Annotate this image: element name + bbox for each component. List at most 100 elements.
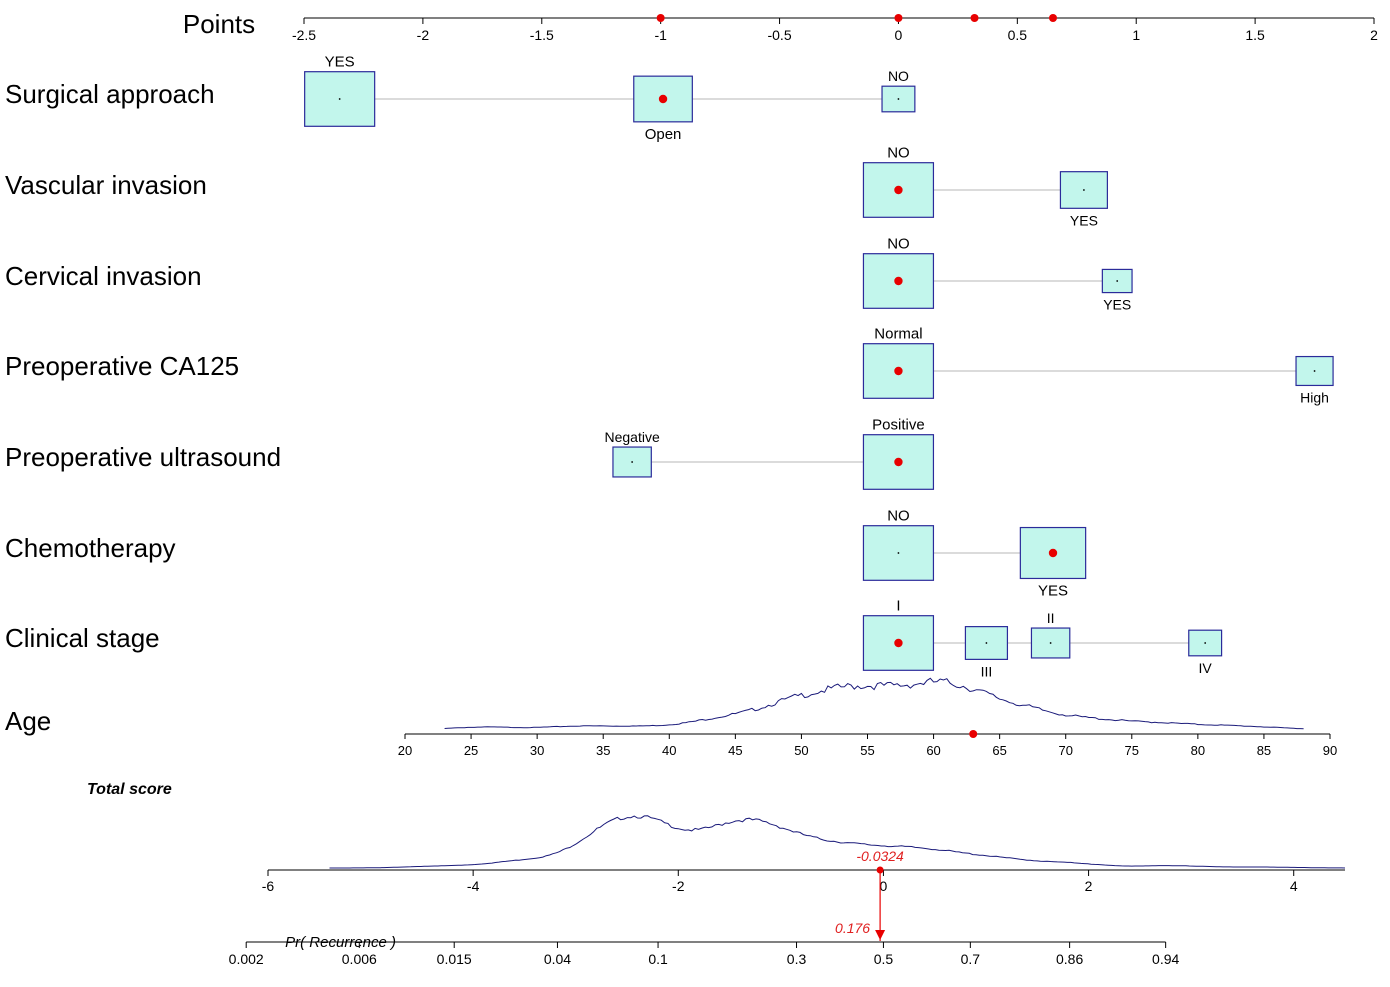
level-selected-marker [894,366,903,376]
probability-selected-label: 0.176 [835,920,870,936]
prediction-arrow-head [875,930,886,940]
probability-tick-label: 0.04 [544,951,571,967]
age-tick-label: 20 [398,743,412,758]
probability-tick-label: 0.1 [648,951,668,967]
points-tick-label: 1.5 [1245,27,1265,43]
probability-tick-label: 0.7 [961,951,981,967]
probability-tick-label: 0.006 [342,951,377,967]
points-tick-label: 1 [1132,27,1140,43]
variable-row-preoperative-ultrasound: Preoperative ultrasound Negative Positive [5,417,935,490]
age-tick-label: 55 [860,743,874,758]
age-tick-label: 80 [1191,743,1205,758]
total-score-tick-label: 0 [880,878,888,894]
age-label: Age [5,706,51,736]
level-selected-marker [894,185,903,195]
age-tick-label: 35 [596,743,610,758]
age-tick-label: 85 [1257,743,1271,758]
level-label: NO [887,145,910,162]
points-axis: Points -2.5 -2 -1.5 -1 -0.5 0 0.5 1 1.5 2 [183,9,1378,43]
variable-name: Vascular invasion [5,170,207,200]
age-row: Age 20 25 30 35 40 45 50 55 60 65 70 75 80 85 90 [5,677,1337,758]
level-center-dot [1313,370,1316,372]
level-center-dot [338,98,341,100]
total-score-tick-label: -4 [467,878,480,894]
variable-name: Cervical invasion [5,261,202,291]
level-label: I [896,598,900,615]
points-tick-label: -0.5 [767,27,791,43]
level-label: YES [325,54,355,71]
level-label: High [1300,389,1329,405]
points-axis-label: Points [183,9,255,39]
level-selected-marker [1048,548,1058,558]
level-label: NO [888,68,909,84]
probability-tick-label: 0.5 [874,951,894,967]
points-selected-marker [656,14,665,22]
level-label: NO [887,236,910,253]
variable-row-surgical-approach: Surgical approach YES Open NO [5,54,916,143]
variable-row-chemotherapy: Chemotherapy NO YES [5,508,1087,599]
level-label: Open [645,126,682,143]
total-score-selected-label: -0.0324 [856,848,904,864]
variable-name: Surgical approach [5,79,215,109]
total-score-tick-label: -2 [672,878,685,894]
level-center-dot [1204,642,1207,644]
age-density-curve [444,677,1304,730]
total-score-row: Total score -6 -4 -2 0 2 4 -0.0324 [87,781,1346,894]
level-label: NO [887,508,910,525]
age-tick-label: 65 [992,743,1006,758]
variable-name: Clinical stage [5,623,160,653]
level-center-dot [1049,642,1052,644]
age-tick-label: 70 [1058,743,1072,758]
level-label: III [981,663,993,679]
points-tick-label: -2.5 [292,27,316,43]
variable-row-preoperative-ca125: Preoperative CA125 Normal High [5,326,1334,405]
age-tick-label: 60 [926,743,940,758]
level-label: IV [1199,660,1213,676]
probability-tick-label: 0.94 [1152,951,1179,967]
age-tick-label: 75 [1125,743,1139,758]
age-tick-label: 40 [662,743,676,758]
variable-name: Preoperative CA125 [5,351,239,381]
level-center-dot [897,552,900,554]
age-selected-marker [969,730,978,738]
points-tick-label: -1 [654,27,667,43]
age-tick-label: 30 [530,743,544,758]
total-score-tick-label: 4 [1290,878,1298,894]
level-label: II [1047,610,1055,626]
points-selected-marker [1049,14,1057,22]
variable-name: Chemotherapy [5,533,176,563]
total-score-tick-label: 2 [1085,878,1093,894]
level-center-dot [1116,280,1119,282]
level-center-dot [631,461,634,463]
age-tick-label: 50 [794,743,808,758]
points-tick-label: -2 [417,27,430,43]
probability-row: Pr( Recurrence )0.002 0.006 0.015 0.04 0.1 0.… [229,870,1179,967]
level-label: YES [1070,212,1098,228]
probability-tick-label: 0.86 [1056,951,1083,967]
level-selected-marker [658,94,668,104]
probability-tick-label: 0.3 [787,951,807,967]
level-label: Negative [605,429,660,445]
points-tick-label: -1.5 [530,27,554,43]
level-center-dot [897,98,900,100]
age-tick-label: 45 [728,743,742,758]
points-selected-marker [970,14,979,22]
level-label: YES [1103,297,1131,313]
level-selected-marker [894,638,903,648]
probability-tick-label: 0.002 [229,951,264,967]
total-score-tick-label: -6 [262,878,275,894]
level-label: YES [1038,582,1068,599]
points-tick-label: 0.5 [1008,27,1028,43]
level-label: Normal [874,326,922,343]
level-center-dot [1083,189,1085,191]
level-selected-marker [894,457,903,467]
points-tick-label: 0 [895,27,903,43]
total-score-label: Total score [87,781,172,798]
level-center-dot [985,642,988,644]
age-tick-label: 25 [464,743,478,758]
level-label: Positive [872,417,925,434]
points-selected-marker [894,14,903,22]
